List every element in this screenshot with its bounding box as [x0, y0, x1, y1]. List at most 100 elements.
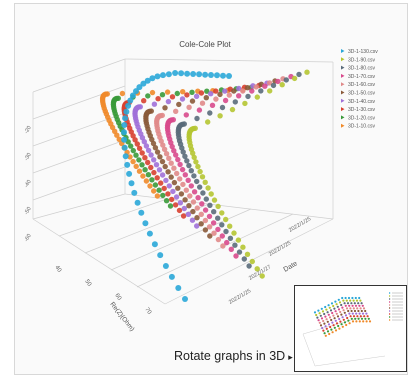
inset-legend-marker	[389, 304, 391, 306]
data-point	[123, 108, 130, 115]
data-point	[182, 296, 188, 302]
inset-legend-marker	[389, 307, 391, 309]
data-point	[168, 160, 174, 166]
inset-data-point	[338, 301, 342, 304]
data-point	[202, 179, 208, 185]
data-point	[175, 185, 181, 191]
inset-data-point	[357, 309, 360, 313]
data-point	[204, 88, 210, 94]
data-point	[133, 152, 139, 158]
data-point	[164, 89, 171, 95]
inset-data-point	[331, 321, 334, 324]
data-point	[136, 84, 143, 91]
data-point	[215, 215, 221, 221]
inset-data-point	[330, 318, 333, 322]
inset-data-point	[344, 314, 348, 317]
inset-data-point	[356, 315, 359, 318]
inset-data-point	[347, 296, 351, 300]
inset-data-point	[358, 296, 361, 300]
data-point	[130, 158, 136, 165]
data-point	[197, 168, 203, 175]
data-point	[166, 183, 172, 189]
data-point	[149, 75, 156, 82]
data-point	[191, 154, 197, 161]
inset-data-point	[352, 307, 355, 310]
data-point	[136, 145, 143, 152]
inset-data-point	[336, 315, 340, 318]
inset-data-point	[341, 316, 344, 319]
inset-data-point	[364, 317, 367, 320]
data-point	[223, 216, 229, 223]
legend-marker	[341, 57, 345, 62]
data-point	[163, 198, 170, 204]
data-point	[184, 70, 191, 77]
inset-data-point	[326, 320, 329, 323]
data-point	[279, 82, 285, 88]
inset-data-point	[358, 304, 361, 307]
inset-data-point	[363, 315, 366, 318]
inset-data-point	[324, 305, 327, 309]
data-point	[169, 94, 176, 100]
legend-entry: 3D-1-10.csv	[348, 124, 375, 130]
inset-data-point	[349, 307, 352, 310]
data-point	[145, 159, 151, 166]
inset-data-point	[368, 320, 372, 323]
data-point	[152, 182, 159, 188]
legend-marker	[341, 65, 345, 70]
inset-data-point	[352, 315, 356, 318]
inset-data-point	[352, 299, 355, 302]
inset-data-point	[317, 319, 320, 322]
data-point	[188, 168, 194, 174]
data-point	[114, 132, 120, 138]
chart-panel[interactable]: Cole-Cole Plot -20 -30 -40 -50 -60 40 50 60 70 Re(…	[14, 3, 408, 375]
data-point	[180, 149, 186, 155]
data-point	[233, 253, 239, 259]
inset-data-point	[335, 303, 338, 306]
data-point	[189, 89, 195, 96]
inset-data-point	[327, 313, 330, 316]
data-point	[266, 80, 273, 86]
data-point	[200, 190, 206, 196]
data-point	[186, 203, 192, 209]
cole-cole-3d-chart[interactable]: Cole-Cole Plot -20 -30 -40 -50 -60 40 50 60 70 Re(…	[15, 4, 409, 376]
data-point	[163, 151, 170, 157]
z-tick-label: -30	[24, 152, 33, 162]
data-point	[139, 162, 145, 168]
data-point	[168, 273, 175, 280]
data-point	[222, 88, 228, 94]
rotated-preview-inset[interactable]	[294, 285, 407, 372]
data-point	[183, 112, 189, 118]
data-point	[127, 97, 134, 104]
data-point	[177, 200, 184, 206]
data-point	[148, 152, 154, 158]
inset-data-point	[345, 299, 348, 302]
data-point	[161, 185, 167, 192]
data-point	[124, 161, 131, 168]
data-point	[160, 192, 166, 199]
data-point	[262, 83, 268, 89]
data-point	[176, 101, 182, 108]
data-point	[198, 211, 204, 217]
inset-data-point	[354, 317, 357, 320]
legend-entry: 3D-1-30.csv	[348, 107, 375, 113]
inset-legend-marker	[389, 313, 391, 315]
inset-legend-marker	[389, 298, 391, 300]
data-point	[173, 152, 179, 158]
data-point	[191, 189, 198, 195]
inset-data-point	[343, 321, 347, 324]
data-point	[236, 93, 242, 99]
data-point	[220, 243, 226, 249]
data-point	[142, 167, 148, 173]
data-point	[226, 92, 232, 98]
data-point	[169, 196, 175, 203]
inset-data-point	[328, 316, 332, 319]
data-point	[215, 226, 221, 233]
inset-data-point	[329, 325, 332, 329]
data-point	[180, 89, 186, 95]
data-point	[259, 273, 265, 279]
data-point	[173, 108, 179, 115]
data-point	[172, 70, 179, 76]
data-point	[191, 173, 197, 179]
axis-box-edge	[32, 218, 166, 305]
inset-data-point	[353, 302, 356, 305]
